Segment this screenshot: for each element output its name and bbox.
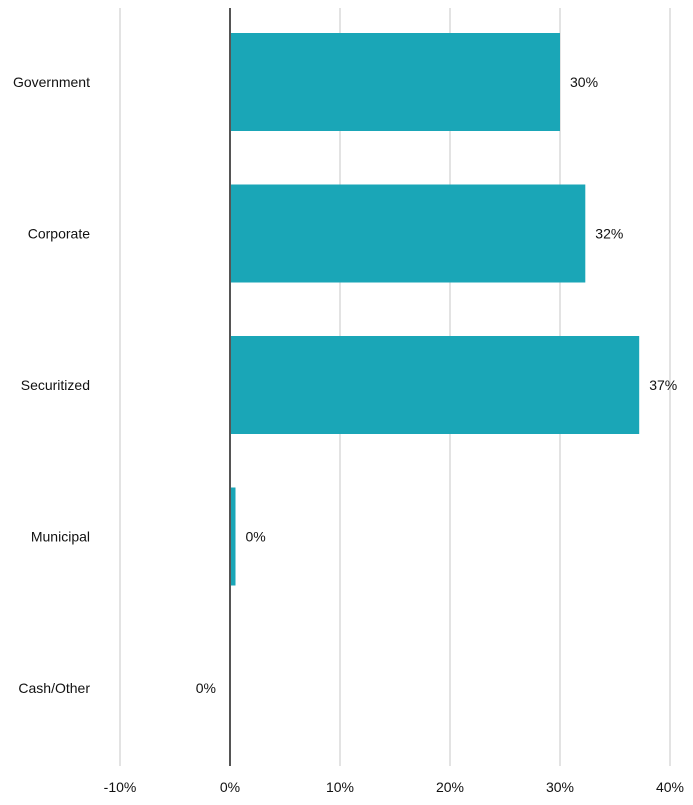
labels: -10% 0% 10% 20% 30% 40% Government 30% Corporate… (13, 74, 684, 795)
bars (230, 33, 640, 586)
data-label: 30% (570, 74, 598, 90)
data-label: 0% (196, 680, 216, 696)
bar-corporate (230, 184, 586, 283)
bar-securitized (230, 336, 640, 434)
category-label: Corporate (28, 226, 90, 242)
category-label: Municipal (31, 529, 90, 545)
x-tick-label: 30% (546, 779, 574, 795)
bar-government (230, 33, 560, 131)
x-tick-label: -10% (104, 779, 137, 795)
data-label: 37% (649, 377, 677, 393)
category-label: Cash/Other (18, 680, 90, 696)
x-tick-label: 0% (220, 779, 240, 795)
x-tick-label: 20% (436, 779, 464, 795)
bar-municipal (230, 487, 236, 586)
category-label: Securitized (21, 377, 90, 393)
data-label: 32% (595, 226, 623, 242)
x-tick-label: 40% (656, 779, 684, 795)
x-tick-label: 10% (326, 779, 354, 795)
category-label: Government (13, 74, 90, 90)
data-label: 0% (246, 529, 266, 545)
